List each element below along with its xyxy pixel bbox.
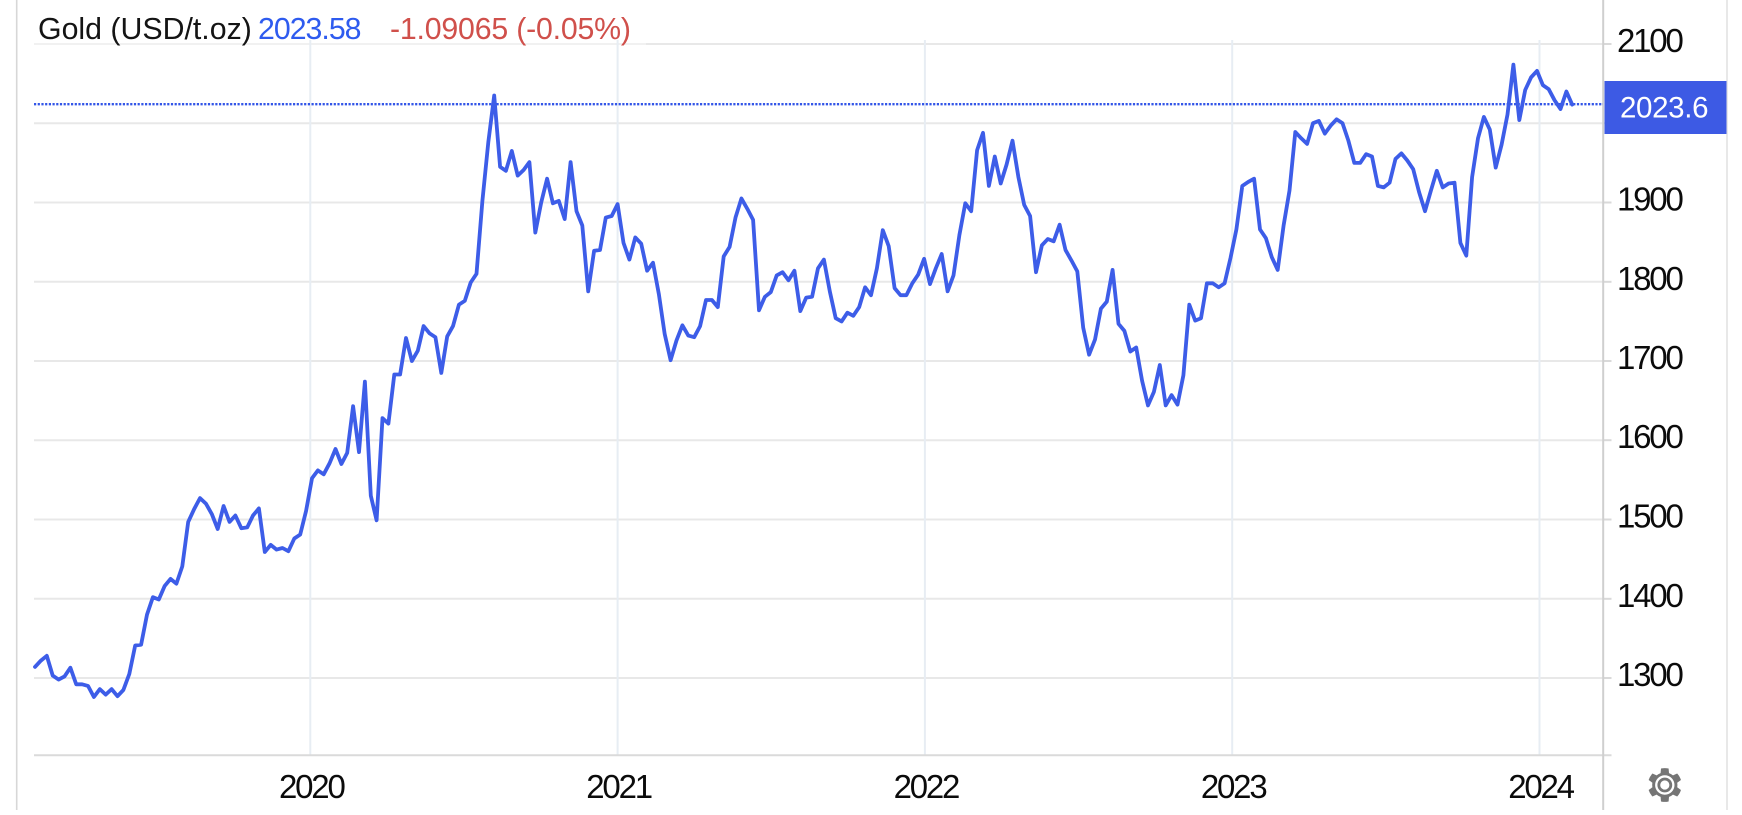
svg-text:1800: 1800: [1617, 260, 1683, 297]
svg-text:2021: 2021: [586, 768, 651, 805]
svg-text:2023.58: 2023.58: [258, 13, 361, 46]
svg-text:1300: 1300: [1617, 656, 1683, 693]
svg-text:1400: 1400: [1617, 577, 1683, 614]
svg-text:1700: 1700: [1617, 339, 1683, 376]
svg-text:-1.09065 (-0.05%): -1.09065 (-0.05%): [390, 13, 631, 46]
svg-text:2023: 2023: [1201, 768, 1266, 805]
svg-text:Gold (USD/t.oz): Gold (USD/t.oz): [38, 13, 252, 46]
svg-text:2022: 2022: [894, 768, 959, 805]
svg-text:2023.6: 2023.6: [1620, 92, 1708, 125]
svg-text:1500: 1500: [1617, 498, 1683, 535]
svg-text:1900: 1900: [1617, 181, 1683, 218]
svg-text:2020: 2020: [279, 768, 345, 805]
svg-text:2024: 2024: [1508, 768, 1574, 805]
svg-text:2100: 2100: [1617, 22, 1683, 59]
svg-text:1600: 1600: [1617, 418, 1683, 455]
